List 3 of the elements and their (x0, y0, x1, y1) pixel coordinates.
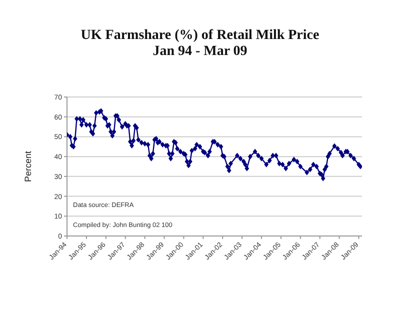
chart-title: UK Farmshare (%) of Retail Milk Price (80, 28, 320, 44)
y-axis-title: Percent (23, 150, 34, 182)
chart-subtitle: Jan 94 - Mar 09 (152, 44, 248, 60)
